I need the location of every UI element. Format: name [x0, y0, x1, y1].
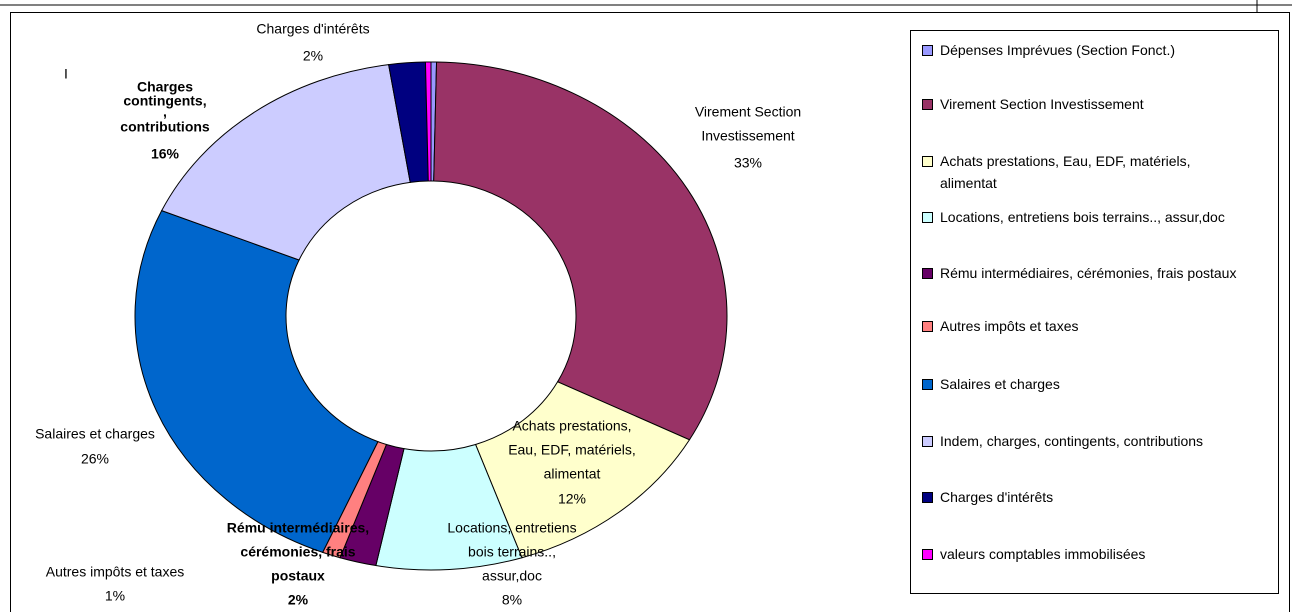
- legend-label: Achats prestations, Eau, EDF, matériels,…: [940, 153, 1191, 191]
- slice-label: Autres impôts et taxes: [46, 564, 185, 580]
- legend-item: Virement Section Investissement: [922, 93, 1240, 115]
- slice-label: alimentat: [544, 466, 601, 482]
- value-label: 2%: [303, 48, 323, 64]
- legend-swatch: [922, 379, 933, 390]
- legend: Dépenses Imprévues (Section Fonct.) Virem…: [910, 30, 1279, 594]
- slice-label: ,: [163, 104, 167, 120]
- legend-label: Locations, entretiens bois terrains.., a…: [940, 209, 1225, 225]
- legend-item: Rému intermédiaires, cérémonies, frais p…: [922, 262, 1240, 284]
- value-label: 26%: [81, 451, 109, 467]
- legend-label: Dépenses Imprévues (Section Fonct.): [940, 42, 1175, 58]
- value-label: 2%: [288, 592, 309, 608]
- value-label: 1%: [105, 588, 125, 604]
- legend-swatch: [922, 436, 933, 447]
- legend-label: Rému intermédiaires, cérémonies, frais p…: [940, 265, 1237, 281]
- chart-border: [10, 12, 1290, 612]
- slice: [474, 381, 691, 559]
- legend-swatch: [922, 268, 933, 279]
- slice-label: assur,doc: [482, 568, 542, 584]
- legend-label: Indem, charges, contingents, contributio…: [940, 433, 1204, 449]
- legend-item: Indem, charges, contingents, contributio…: [922, 430, 1240, 452]
- legend-label: Virement Section Investissement: [940, 96, 1144, 112]
- slice-label: Locations, entretiens: [447, 520, 576, 536]
- legend-item: Charges d'intérêts: [922, 486, 1240, 508]
- slice-label: postaux: [271, 568, 325, 584]
- slice-label: Investissement: [701, 128, 794, 144]
- value-label: 16%: [151, 146, 180, 162]
- legend-item: Dépenses Imprévues (Section Fonct.): [922, 39, 1240, 61]
- value-label: 33%: [734, 155, 762, 171]
- slice-label: cérémonies, frais: [240, 544, 355, 560]
- legend-item: Locations, entretiens bois terrains.., a…: [922, 206, 1240, 228]
- legend-item: Achats prestations, Eau, EDF, matériels,…: [922, 150, 1240, 194]
- legend-item: Salaires et charges: [922, 373, 1240, 395]
- legend-item: Autres impôts et taxes: [922, 315, 1240, 337]
- legend-swatch: [922, 321, 933, 332]
- value-label: 12%: [558, 491, 586, 507]
- legend-swatch: [922, 492, 933, 503]
- slice-label: Eau, EDF, matériels,: [508, 442, 636, 458]
- slice-label: Salaires et charges: [35, 426, 155, 442]
- slice-label: Charges: [137, 79, 193, 95]
- value-label: 8%: [502, 592, 522, 608]
- annotation: I: [64, 66, 68, 82]
- slice-label: Virement Section: [695, 104, 801, 120]
- legend-swatch: [922, 212, 933, 223]
- legend-label: Charges d'intérêts: [940, 489, 1054, 505]
- slice: [433, 61, 728, 441]
- legend-item: valeurs comptables immobilisées: [922, 543, 1240, 565]
- slice-label: contingents,: [123, 93, 206, 109]
- slice-label: contributions: [120, 119, 210, 135]
- slice: [424, 61, 432, 182]
- legend-swatch: [922, 156, 933, 167]
- slice: [134, 209, 379, 553]
- slice-label: Achats prestations,: [512, 418, 631, 434]
- slice-label: bois terrains..,: [468, 544, 556, 560]
- slice-label: Charges d'intérêts: [256, 21, 369, 37]
- legend-swatch: [922, 99, 933, 110]
- slice-label: Rému intermédiaires,: [227, 520, 369, 536]
- legend-swatch: [922, 45, 933, 56]
- legend-swatch: [922, 549, 933, 560]
- slice: [160, 64, 411, 261]
- legend-label: Autres impôts et taxes: [940, 318, 1079, 334]
- legend-label: Salaires et charges: [940, 376, 1060, 392]
- legend-label: valeurs comptables immobilisées: [940, 546, 1146, 562]
